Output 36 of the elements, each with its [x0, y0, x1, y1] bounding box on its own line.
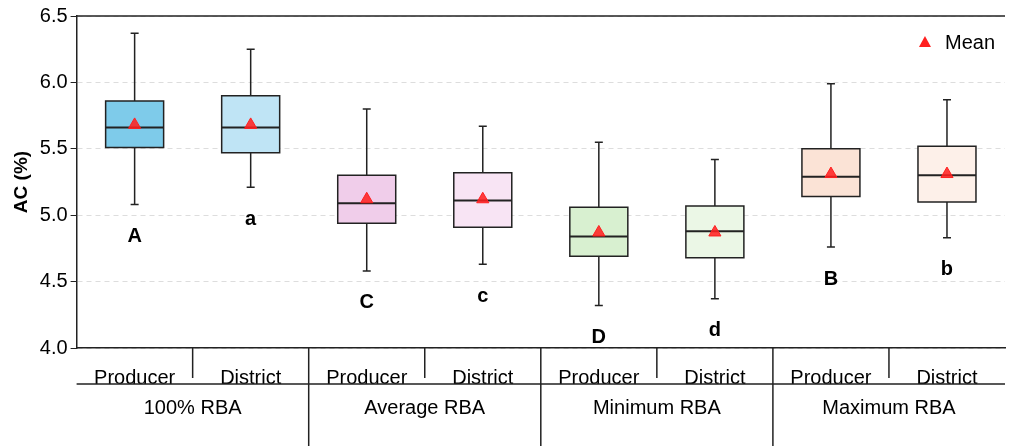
x-tick-label: District: [684, 365, 746, 388]
x-tick-label: District: [452, 365, 514, 388]
legend-label: Mean: [944, 30, 995, 53]
annotation: A: [127, 224, 142, 247]
annotation: c: [477, 283, 489, 306]
point: [128, 117, 142, 129]
point: [592, 224, 606, 237]
x-tick-label: Producer: [790, 365, 872, 388]
annotation: a: [245, 206, 258, 229]
x-tick-label: Producer: [558, 365, 640, 388]
point: [708, 224, 722, 237]
y-tick-label: 4.0: [39, 335, 68, 358]
x-tick-label: District: [220, 365, 282, 388]
x-tick-label: Producer: [94, 365, 176, 388]
text: Maximum RBA: [822, 395, 957, 418]
annotation: B: [823, 266, 839, 289]
point: [476, 191, 490, 204]
x-tick-label: District: [916, 365, 978, 388]
y-tick-label: 6.5: [39, 3, 68, 26]
annotation: C: [359, 290, 374, 313]
annotation: d: [708, 318, 721, 341]
y-tick-label: 5.0: [39, 202, 68, 225]
text: Minimum RBA: [592, 395, 722, 418]
point: [360, 191, 374, 204]
x-tick-label: Producer: [326, 365, 408, 388]
annotation: b: [940, 257, 954, 280]
y-tick-label: 6.0: [39, 69, 68, 92]
point: [940, 166, 954, 179]
y-axis-title: AC (%): [9, 150, 31, 214]
y-tick-label: 5.5: [39, 136, 68, 159]
text: Average RBA: [364, 395, 486, 418]
annotation: D: [591, 325, 607, 348]
text: 100% RBA: [143, 395, 243, 418]
point: [824, 166, 838, 179]
point: [244, 117, 258, 129]
y-tick-label: 4.5: [39, 269, 68, 292]
